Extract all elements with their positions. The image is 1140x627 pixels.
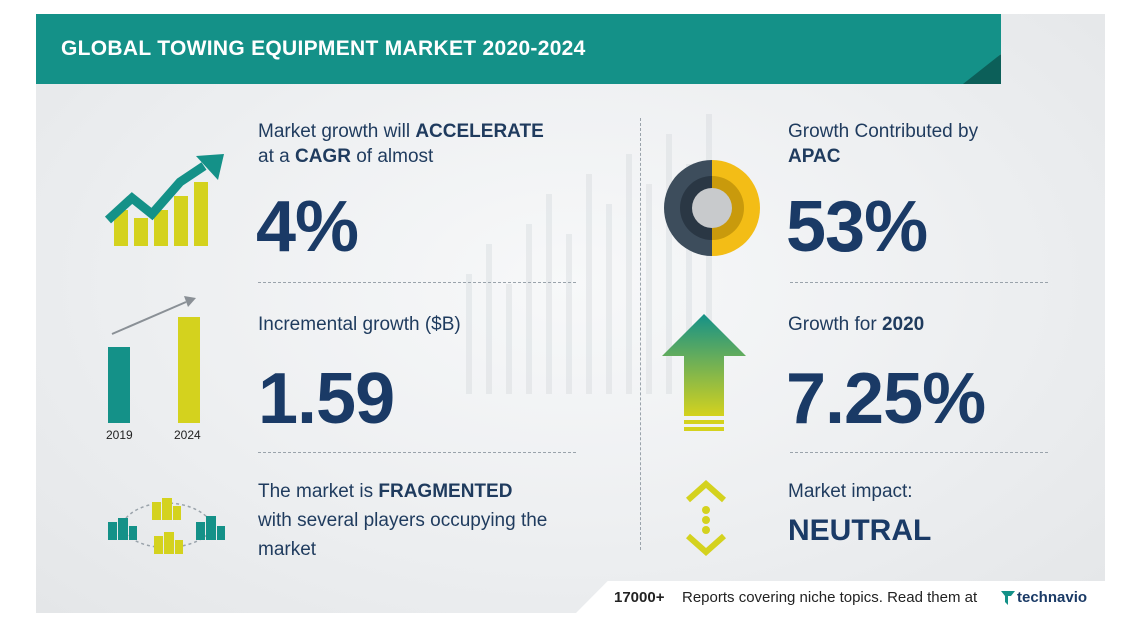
title-banner bbox=[36, 14, 1001, 84]
market-players-icon bbox=[108, 498, 225, 554]
page-title: GLOBAL TOWING EQUIPMENT MARKET 2020-2024 bbox=[61, 37, 586, 60]
banner-fold bbox=[963, 54, 1001, 84]
market-line-3: market bbox=[258, 539, 317, 560]
cagr-value: 4% bbox=[256, 187, 359, 267]
cagr-line-1: Market growth will ACCELERATE bbox=[258, 121, 544, 142]
incremental-label: Incremental growth ($B) bbox=[258, 314, 461, 335]
footer-brand-link[interactable]: technavio bbox=[1017, 589, 1088, 606]
growth-trend-icon bbox=[104, 154, 224, 246]
impact-value: NEUTRAL bbox=[788, 514, 932, 547]
footer-report-count: 17000+ bbox=[614, 589, 665, 606]
technavio-logo-icon bbox=[1001, 591, 1015, 605]
growth-up-arrow-icon bbox=[662, 314, 746, 431]
column-divider bbox=[640, 118, 641, 550]
region-value: 53% bbox=[786, 187, 928, 267]
neutral-impact-icon bbox=[686, 480, 726, 556]
cagr-line-2: at a CAGR of almost bbox=[258, 146, 434, 167]
region-share-icon bbox=[664, 160, 760, 256]
region-label: Growth Contributed by bbox=[788, 121, 979, 142]
row-divider-right-1 bbox=[790, 282, 1048, 283]
market-line-2: with several players occupying the bbox=[258, 510, 548, 531]
incremental-bar-icon: 2019 2024 bbox=[106, 296, 201, 442]
year-label-2019: 2019 bbox=[106, 428, 133, 442]
background-chart-decoration bbox=[466, 114, 712, 394]
region-name: APAC bbox=[788, 146, 841, 167]
infographic-panel bbox=[36, 14, 1105, 613]
footer-bar bbox=[576, 581, 1105, 613]
row-divider-left-2 bbox=[258, 452, 576, 453]
incremental-value: 1.59 bbox=[258, 359, 395, 439]
footer-text: Reports covering niche topics. Read them… bbox=[682, 589, 978, 606]
growth2020-label: Growth for 2020 bbox=[788, 314, 925, 335]
impact-label: Market impact: bbox=[788, 481, 913, 502]
market-line-1: The market is FRAGMENTED bbox=[258, 481, 513, 502]
growth2020-value: 7.25% bbox=[786, 359, 986, 439]
year-label-2024: 2024 bbox=[174, 428, 201, 442]
row-divider-right-2 bbox=[790, 452, 1048, 453]
row-divider-left-1 bbox=[258, 282, 576, 283]
